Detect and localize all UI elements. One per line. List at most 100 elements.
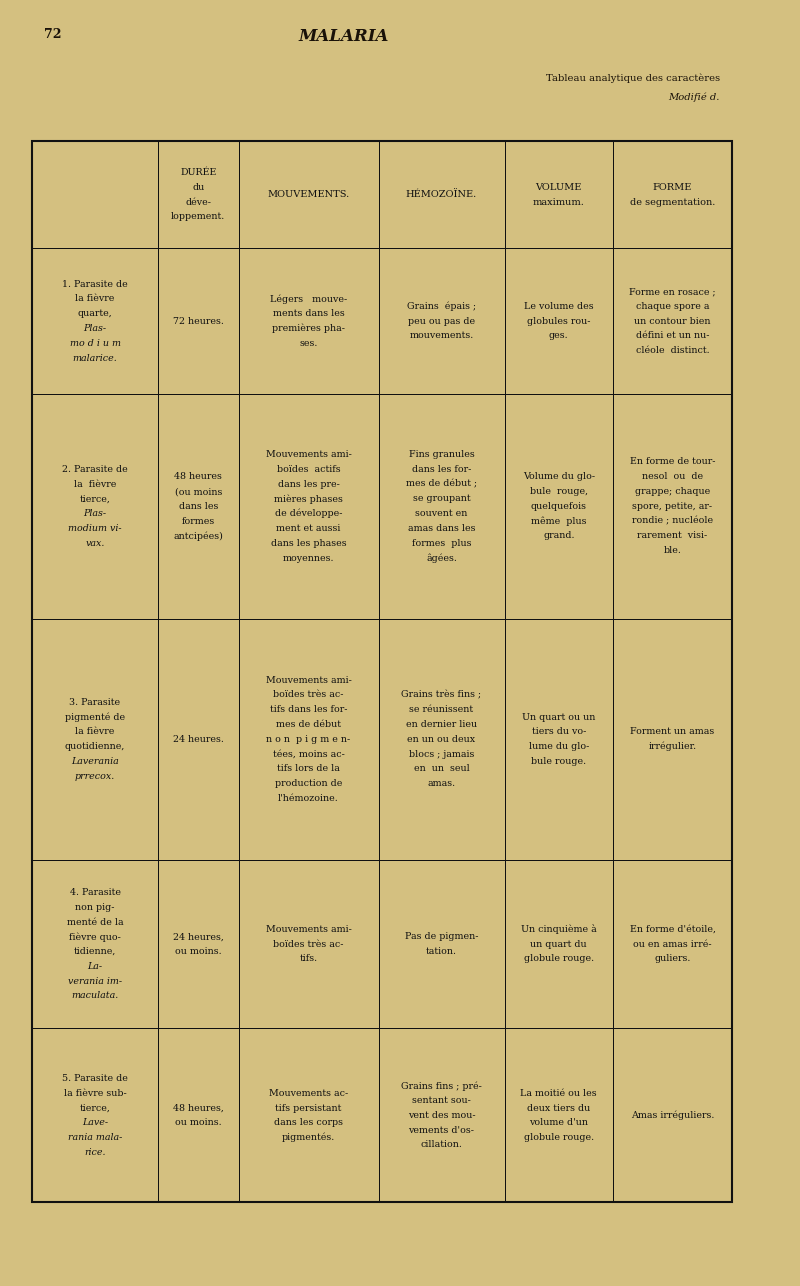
Text: 48 heures,: 48 heures, bbox=[173, 1103, 224, 1112]
Text: DURÉE: DURÉE bbox=[180, 168, 217, 177]
Text: 72 heures.: 72 heures. bbox=[173, 316, 224, 325]
Text: tifs dans les for-: tifs dans les for- bbox=[270, 705, 347, 714]
Text: fièvre quo-: fièvre quo- bbox=[69, 932, 121, 941]
Text: irrégulier.: irrégulier. bbox=[649, 742, 697, 751]
Bar bbox=[158, 1029, 238, 1202]
Bar bbox=[238, 394, 378, 619]
Text: ments dans les: ments dans les bbox=[273, 309, 344, 318]
Text: tierce,: tierce, bbox=[79, 494, 110, 503]
Text: Grains très fins ;: Grains très fins ; bbox=[402, 691, 482, 700]
Text: spore, petite, ar-: spore, petite, ar- bbox=[633, 502, 713, 511]
Text: Lave-: Lave- bbox=[82, 1119, 108, 1128]
Text: même  plus: même plus bbox=[531, 517, 586, 526]
Text: tifs persistant: tifs persistant bbox=[275, 1103, 342, 1112]
Text: vements d'os-: vements d'os- bbox=[409, 1125, 474, 1134]
Text: premières pha-: premières pha- bbox=[272, 324, 345, 333]
Text: formes  plus: formes plus bbox=[412, 539, 471, 548]
Text: de développe-: de développe- bbox=[274, 509, 342, 518]
Text: Mouvements ami-: Mouvements ami- bbox=[266, 450, 351, 459]
Text: cillation.: cillation. bbox=[421, 1141, 462, 1150]
Text: amas.: amas. bbox=[427, 779, 455, 788]
Text: Grains fins ; pré-: Grains fins ; pré- bbox=[401, 1082, 482, 1091]
Text: tidienne,: tidienne, bbox=[74, 946, 116, 955]
Bar bbox=[32, 394, 158, 619]
Text: Laverania: Laverania bbox=[71, 757, 119, 766]
Bar bbox=[238, 619, 378, 860]
Text: peu ou pas de: peu ou pas de bbox=[408, 316, 475, 325]
Text: antcipées): antcipées) bbox=[174, 531, 223, 540]
Text: VOLUME: VOLUME bbox=[535, 183, 582, 192]
Text: 4. Parasite: 4. Parasite bbox=[70, 887, 121, 896]
Text: chaque spore a: chaque spore a bbox=[636, 302, 710, 311]
Text: MALARIA: MALARIA bbox=[299, 28, 389, 45]
Text: un contour bien: un contour bien bbox=[634, 316, 710, 325]
Text: maximum.: maximum. bbox=[533, 198, 585, 207]
Text: tiers du vo-: tiers du vo- bbox=[531, 728, 586, 737]
Text: HÉMOZOÏNE.: HÉMOZOÏNE. bbox=[406, 190, 477, 199]
Text: tierce,: tierce, bbox=[79, 1103, 110, 1112]
Text: boïdes très ac-: boïdes très ac- bbox=[274, 691, 344, 700]
Text: boïdes  actifs: boïdes actifs bbox=[277, 464, 340, 473]
Text: rarement  visi-: rarement visi- bbox=[638, 531, 708, 540]
Bar bbox=[505, 860, 613, 1029]
Text: Légers   mouve-: Légers mouve- bbox=[270, 294, 347, 303]
Bar bbox=[32, 619, 158, 860]
Text: 1. Parasite de: 1. Parasite de bbox=[62, 279, 128, 288]
Text: déve-: déve- bbox=[186, 198, 211, 207]
Text: En forme d'étoile,: En forme d'étoile, bbox=[630, 925, 715, 934]
Text: 2. Parasite de: 2. Parasite de bbox=[62, 464, 128, 473]
Text: loppement.: loppement. bbox=[171, 212, 226, 221]
Text: Grains  épais ;: Grains épais ; bbox=[407, 301, 476, 311]
Text: mo d i u m: mo d i u m bbox=[70, 338, 121, 347]
Text: Mouvements ami-: Mouvements ami- bbox=[266, 675, 351, 684]
Bar bbox=[32, 1029, 158, 1202]
Text: lume du glo-: lume du glo- bbox=[529, 742, 589, 751]
Text: non pig-: non pig- bbox=[75, 903, 114, 912]
Bar bbox=[32, 141, 158, 248]
Text: formes: formes bbox=[182, 517, 215, 526]
Bar bbox=[505, 1029, 613, 1202]
Text: (ou moins: (ou moins bbox=[174, 487, 222, 496]
Text: dans les corps: dans les corps bbox=[274, 1119, 343, 1128]
Text: production de: production de bbox=[275, 779, 342, 788]
Bar bbox=[613, 860, 732, 1029]
Bar bbox=[613, 248, 732, 394]
Text: dans les phases: dans les phases bbox=[270, 539, 346, 548]
Bar bbox=[32, 141, 732, 1202]
Text: Mouvements ac-: Mouvements ac- bbox=[269, 1089, 348, 1098]
Text: quarte,: quarte, bbox=[78, 309, 112, 318]
Text: MOUVEMENTS.: MOUVEMENTS. bbox=[267, 190, 350, 199]
Text: rice.: rice. bbox=[84, 1148, 106, 1157]
Text: 48 heures: 48 heures bbox=[174, 472, 222, 481]
Text: malarice.: malarice. bbox=[73, 354, 118, 363]
Text: Plas-: Plas- bbox=[83, 324, 106, 333]
Bar bbox=[238, 860, 378, 1029]
Text: bule  rouge,: bule rouge, bbox=[530, 487, 588, 496]
Text: Tableau analytique des caractères: Tableau analytique des caractères bbox=[546, 73, 720, 82]
Bar bbox=[158, 394, 238, 619]
Text: Mouvements ami-: Mouvements ami- bbox=[266, 925, 351, 934]
Text: dans les pre-: dans les pre- bbox=[278, 480, 339, 489]
Text: Forment un amas: Forment un amas bbox=[630, 728, 714, 737]
Text: mes de début ;: mes de début ; bbox=[406, 480, 477, 489]
Text: la fièvre sub-: la fièvre sub- bbox=[64, 1089, 126, 1098]
Text: volume d'un: volume d'un bbox=[530, 1119, 588, 1128]
Text: Le volume des: Le volume des bbox=[524, 302, 594, 311]
Text: quelquefois: quelquefois bbox=[530, 502, 586, 511]
Bar bbox=[505, 248, 613, 394]
Bar bbox=[238, 1029, 378, 1202]
Text: en  un  seul: en un seul bbox=[414, 764, 470, 773]
Text: 3. Parasite: 3. Parasite bbox=[70, 698, 121, 707]
Text: tifs lors de la: tifs lors de la bbox=[277, 764, 340, 773]
Bar bbox=[378, 860, 505, 1029]
Text: globule rouge.: globule rouge. bbox=[524, 954, 594, 963]
Text: sentant sou-: sentant sou- bbox=[412, 1096, 471, 1105]
Text: globules rou-: globules rou- bbox=[527, 316, 590, 325]
Bar bbox=[238, 141, 378, 248]
Text: Forme en rosace ;: Forme en rosace ; bbox=[629, 287, 716, 296]
Text: quotidienne,: quotidienne, bbox=[65, 742, 125, 751]
Text: Pas de pigmen-: Pas de pigmen- bbox=[405, 932, 478, 941]
Text: dans les: dans les bbox=[178, 502, 218, 511]
Text: 72: 72 bbox=[44, 28, 62, 41]
Text: 24 heures,: 24 heures, bbox=[173, 932, 224, 941]
